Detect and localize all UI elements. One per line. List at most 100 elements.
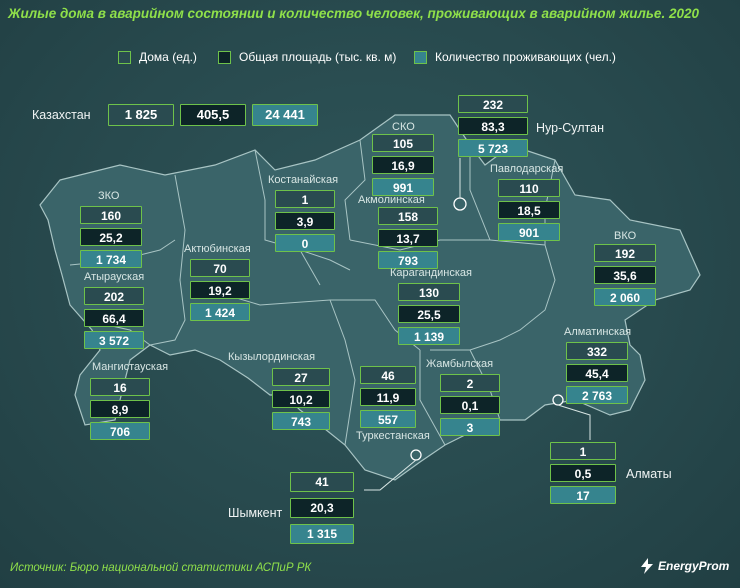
energyprom-logo: EnergyProm	[640, 558, 729, 574]
sko-area: 16,9	[372, 156, 434, 174]
region-aktobe: 70 19,2 1 424	[190, 259, 250, 321]
almatyobl-label: Алматинская	[564, 326, 632, 338]
zko-houses: 160	[80, 206, 142, 224]
total-people: 24 441	[252, 104, 318, 126]
sko-houses: 105	[372, 134, 434, 152]
shymkent-label: Шымкент	[228, 506, 283, 520]
turkestan-people: 557	[360, 410, 416, 428]
zko-label: ЗКО	[98, 190, 120, 202]
region-akmola: 158 13,7 793	[378, 207, 438, 269]
region-atyrau: 202 66,4 3 572	[84, 287, 144, 349]
region-turkestan: 46 11,9 557	[360, 366, 416, 428]
legend-area: Общая площадь (тыс. кв. м)	[218, 50, 396, 64]
total-area: 405,5	[180, 104, 246, 126]
aktobe-area: 19,2	[190, 281, 250, 299]
almaty-houses: 1	[550, 442, 616, 460]
turkestan-houses: 46	[360, 366, 416, 384]
pavlodar-area: 18,5	[498, 201, 560, 219]
legend-houses-swatch	[118, 50, 131, 64]
kostanay-label: Костанайская	[268, 174, 339, 186]
region-nursultan: 232 83,3 5 723	[458, 95, 528, 157]
kyzylorda-people: 743	[272, 412, 330, 430]
legend-houses-label: Дома (ед.)	[139, 50, 197, 64]
zko-people: 1 734	[80, 250, 142, 268]
mangystau-houses: 16	[90, 378, 150, 396]
zko-area: 25,2	[80, 228, 142, 246]
pavlodar-people: 901	[498, 223, 560, 241]
aktobe-people: 1 424	[190, 303, 250, 321]
vko-people: 2 060	[594, 288, 656, 306]
region-almatyobl: 332 45,4 2 763	[566, 342, 628, 404]
akmola-area: 13,7	[378, 229, 438, 247]
kyzylorda-area: 10,2	[272, 390, 330, 408]
region-kyzylorda: 27 10,2 743	[272, 368, 330, 430]
region-shymkent: 41 20,3 1 315	[290, 472, 354, 544]
region-kostanay: 1 3,9 0	[275, 190, 335, 252]
sko-label: СКО	[392, 121, 415, 133]
almaty-label: Алматы	[626, 467, 672, 481]
logo-text: EnergyProm	[658, 559, 730, 573]
kostanay-houses: 1	[275, 190, 335, 208]
total-houses: 1 825	[108, 104, 174, 126]
legend-area-label: Общая площадь (тыс. кв. м)	[239, 50, 397, 64]
mangystau-people: 706	[90, 422, 150, 440]
nursultan-label: Нур-Султан	[536, 121, 604, 135]
region-pavlodar: 110 18,5 901	[498, 179, 560, 241]
atyrau-houses: 202	[84, 287, 144, 305]
shymkent-people: 1 315	[290, 524, 354, 544]
region-zko: 160 25,2 1 734	[80, 206, 142, 268]
kostanay-people: 0	[275, 234, 335, 252]
legend-houses: Дома (ед.)	[118, 50, 197, 64]
atyrau-label: Атырауская	[84, 271, 145, 283]
legend-area-swatch	[218, 50, 231, 64]
vko-label: ВКО	[614, 230, 637, 242]
almaty-area: 0,5	[550, 464, 616, 482]
akmola-people: 793	[378, 251, 438, 269]
zhambyl-houses: 2	[440, 374, 500, 392]
turkestan-area: 11,9	[360, 388, 416, 406]
aktobe-label: Актюбинская	[184, 243, 251, 255]
legend-people: Количество проживающих (чел.)	[414, 50, 616, 64]
shymkent-marker	[410, 449, 422, 461]
region-mangystau: 16 8,9 706	[90, 378, 150, 440]
region-almaty: 1 0,5 17	[550, 442, 616, 504]
aktobe-houses: 70	[190, 259, 250, 277]
almatyobl-people: 2 763	[566, 386, 628, 404]
almaty-people: 17	[550, 486, 616, 504]
zhambyl-label: Жамбылская	[426, 358, 494, 370]
page-title: Жилые дома в аварийном состоянии и колич…	[8, 6, 699, 21]
almatyobl-area: 45,4	[566, 364, 628, 382]
pavlodar-houses: 110	[498, 179, 560, 197]
atyrau-area: 66,4	[84, 309, 144, 327]
sko-people: 991	[372, 178, 434, 196]
region-karaganda: 130 25,5 1 139	[398, 283, 460, 345]
akmola-houses: 158	[378, 207, 438, 225]
lightning-icon	[641, 558, 653, 574]
legend-people-label: Количество проживающих (чел.)	[435, 50, 616, 64]
nursultan-people: 5 723	[458, 139, 528, 157]
nursultan-marker	[453, 197, 467, 211]
total-label: Казахстан	[32, 108, 91, 122]
mangystau-label: Мангистауская	[92, 361, 169, 373]
karaganda-people: 1 139	[398, 327, 460, 345]
almatyobl-houses: 332	[566, 342, 628, 360]
mangystau-area: 8,9	[90, 400, 150, 418]
turkestan-label: Туркестанская	[356, 430, 430, 442]
karaganda-houses: 130	[398, 283, 460, 301]
kyzylorda-label: Кызылординская	[228, 351, 316, 363]
region-zhambyl: 2 0,1 3	[440, 374, 500, 436]
total-row: 1 825 405,5 24 441	[108, 104, 318, 126]
pavlodar-label: Павлодарская	[490, 163, 564, 175]
akmola-label: Акмолинская	[358, 194, 425, 206]
vko-houses: 192	[594, 244, 656, 262]
almaty-marker	[552, 394, 564, 406]
atyrau-people: 3 572	[84, 331, 144, 349]
zhambyl-people: 3	[440, 418, 500, 436]
region-vko: 192 35,6 2 060	[594, 244, 656, 306]
vko-area: 35,6	[594, 266, 656, 284]
kyzylorda-houses: 27	[272, 368, 330, 386]
leader-lines	[364, 158, 591, 491]
shymkent-houses: 41	[290, 472, 354, 492]
source-note: Источник: Бюро национальной статистики А…	[10, 562, 312, 574]
